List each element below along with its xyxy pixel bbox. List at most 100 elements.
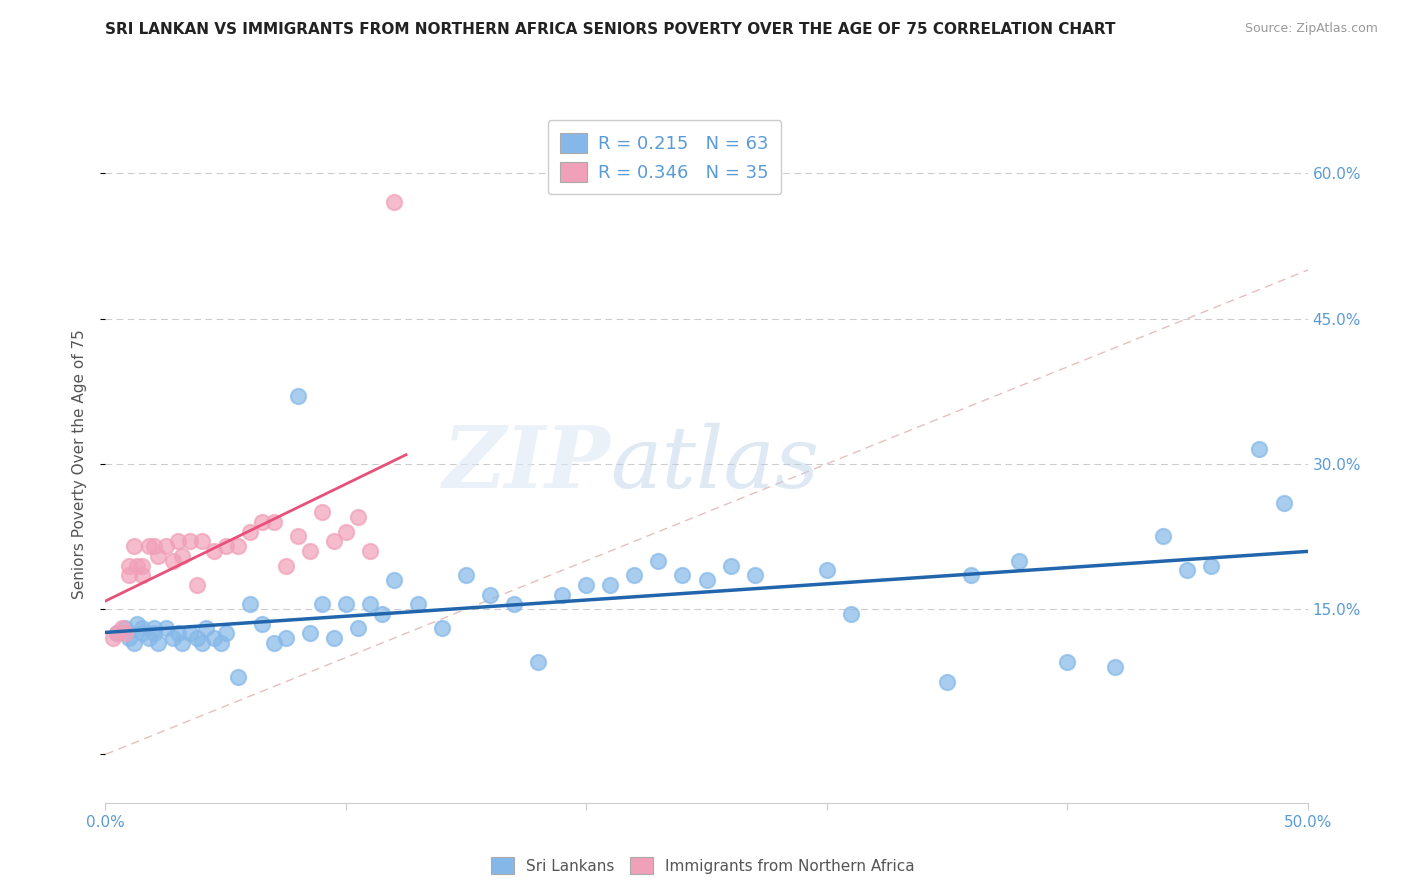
Point xyxy=(744,568,766,582)
Point xyxy=(406,597,429,611)
Point xyxy=(1272,495,1295,509)
Point xyxy=(322,534,344,549)
Point xyxy=(382,573,405,587)
Point xyxy=(359,597,381,611)
Point xyxy=(287,529,309,543)
Point xyxy=(575,578,598,592)
Point xyxy=(287,389,309,403)
Point xyxy=(107,626,129,640)
Point xyxy=(347,510,370,524)
Legend: Sri Lankans, Immigrants from Northern Africa: Sri Lankans, Immigrants from Northern Af… xyxy=(485,851,921,880)
Point xyxy=(454,568,477,582)
Point xyxy=(101,631,124,645)
Point xyxy=(125,558,148,573)
Point xyxy=(131,558,153,573)
Point xyxy=(125,616,148,631)
Point xyxy=(263,636,285,650)
Point xyxy=(274,631,297,645)
Point xyxy=(131,622,153,636)
Point xyxy=(114,626,136,640)
Point xyxy=(107,626,129,640)
Point xyxy=(250,616,273,631)
Point xyxy=(1175,563,1198,577)
Point xyxy=(430,622,453,636)
Text: atlas: atlas xyxy=(610,423,820,505)
Point xyxy=(118,558,141,573)
Point xyxy=(148,636,170,650)
Point xyxy=(936,674,959,689)
Point xyxy=(479,588,502,602)
Point xyxy=(720,558,742,573)
Legend: R = 0.215   N = 63, R = 0.346   N = 35: R = 0.215 N = 63, R = 0.346 N = 35 xyxy=(547,120,782,194)
Point xyxy=(155,622,177,636)
Point xyxy=(209,636,232,650)
Point xyxy=(202,631,225,645)
Point xyxy=(214,626,236,640)
Point xyxy=(138,539,160,553)
Point xyxy=(1249,442,1271,457)
Point xyxy=(311,597,333,611)
Point xyxy=(179,626,201,640)
Point xyxy=(172,636,194,650)
Point xyxy=(335,597,357,611)
Point xyxy=(1152,529,1174,543)
Point xyxy=(815,563,838,577)
Point xyxy=(148,549,170,563)
Point xyxy=(118,631,141,645)
Point xyxy=(155,539,177,553)
Point xyxy=(118,568,141,582)
Point xyxy=(527,656,550,670)
Point xyxy=(696,573,718,587)
Point xyxy=(347,622,370,636)
Point xyxy=(114,622,136,636)
Point xyxy=(298,544,321,558)
Point xyxy=(162,554,184,568)
Point xyxy=(166,534,188,549)
Point xyxy=(179,534,201,549)
Point xyxy=(142,626,165,640)
Point xyxy=(131,626,153,640)
Point xyxy=(202,544,225,558)
Point xyxy=(1104,660,1126,674)
Point xyxy=(226,670,249,684)
Y-axis label: Seniors Poverty Over the Age of 75: Seniors Poverty Over the Age of 75 xyxy=(72,329,87,599)
Point xyxy=(671,568,693,582)
Point xyxy=(1056,656,1078,670)
Point xyxy=(226,539,249,553)
Point xyxy=(839,607,862,621)
Point xyxy=(599,578,621,592)
Point xyxy=(250,515,273,529)
Point xyxy=(111,622,134,636)
Point xyxy=(647,554,669,568)
Point xyxy=(335,524,357,539)
Point xyxy=(359,544,381,558)
Point xyxy=(382,195,405,210)
Point xyxy=(124,539,146,553)
Point xyxy=(1008,554,1031,568)
Point xyxy=(186,578,208,592)
Point xyxy=(960,568,983,582)
Point xyxy=(311,505,333,519)
Point xyxy=(263,515,285,529)
Point xyxy=(274,558,297,573)
Point xyxy=(166,626,188,640)
Point xyxy=(239,597,262,611)
Text: Source: ZipAtlas.com: Source: ZipAtlas.com xyxy=(1244,22,1378,36)
Point xyxy=(239,524,262,539)
Point xyxy=(124,636,146,650)
Point xyxy=(190,636,212,650)
Point xyxy=(186,631,208,645)
Point xyxy=(322,631,344,645)
Point xyxy=(623,568,645,582)
Point xyxy=(142,539,165,553)
Point xyxy=(195,622,218,636)
Text: ZIP: ZIP xyxy=(443,422,610,506)
Point xyxy=(190,534,212,549)
Point xyxy=(138,631,160,645)
Point xyxy=(172,549,194,563)
Text: SRI LANKAN VS IMMIGRANTS FROM NORTHERN AFRICA SENIORS POVERTY OVER THE AGE OF 75: SRI LANKAN VS IMMIGRANTS FROM NORTHERN A… xyxy=(105,22,1116,37)
Point xyxy=(551,588,574,602)
Point xyxy=(298,626,321,640)
Point xyxy=(142,622,165,636)
Point xyxy=(162,631,184,645)
